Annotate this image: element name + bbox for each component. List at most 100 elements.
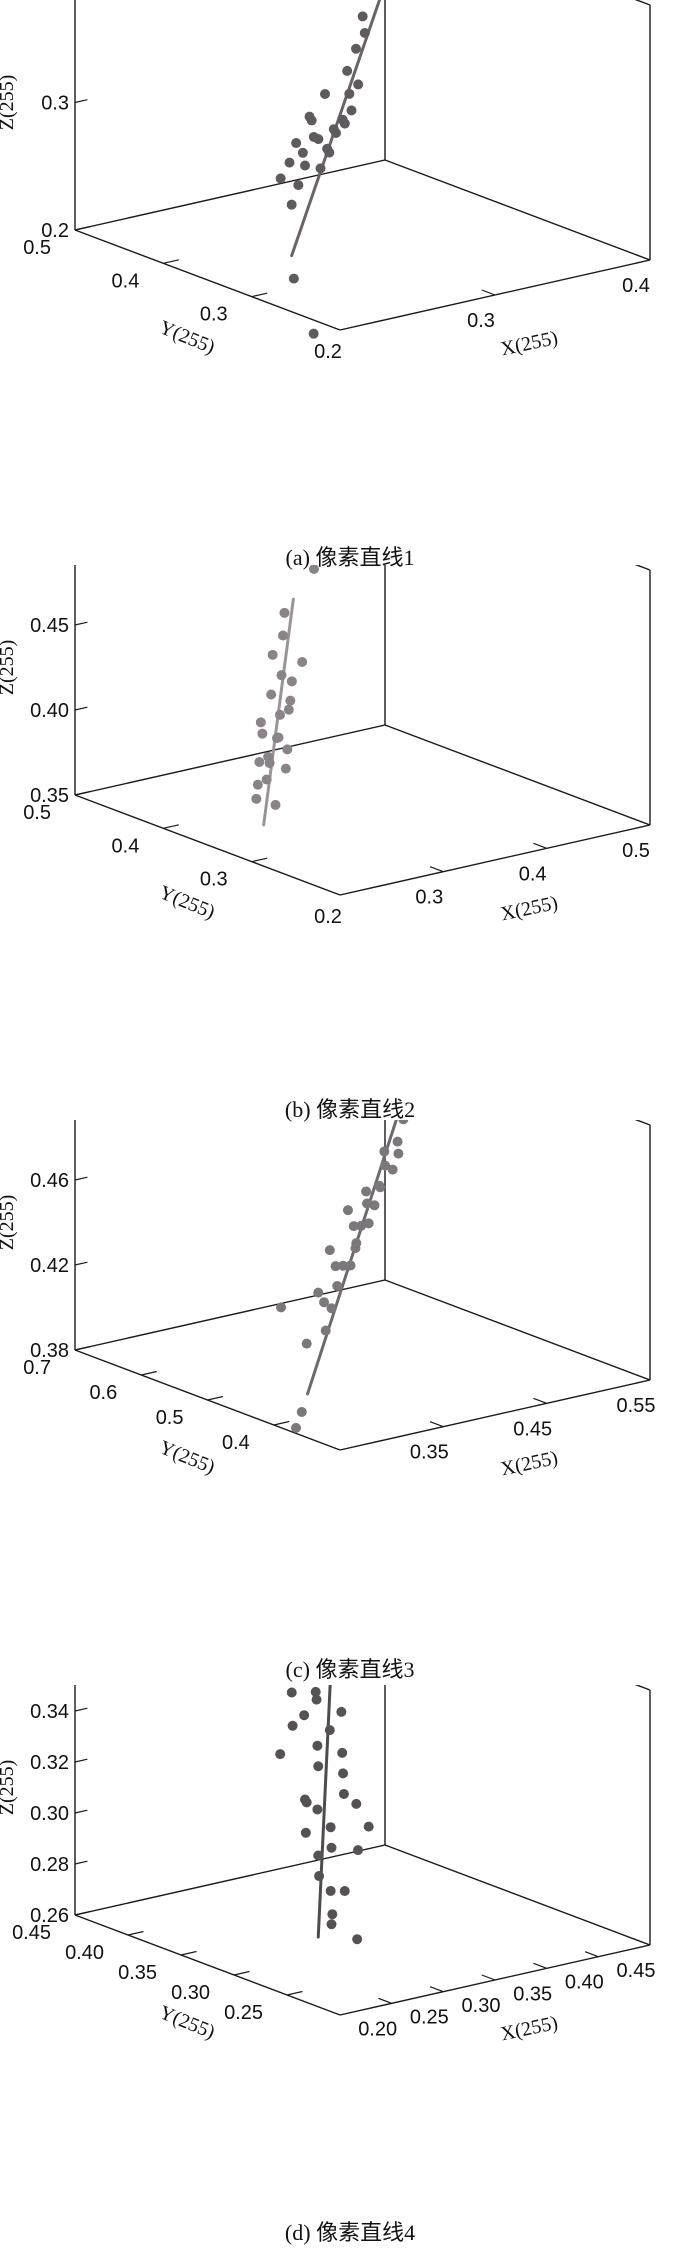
data-point bbox=[337, 1747, 348, 1758]
data-point bbox=[363, 1218, 374, 1229]
x-tick-label: 0.40 bbox=[565, 1972, 604, 1994]
x-tick-label: 0.20 bbox=[358, 2018, 397, 2040]
x-tick-label: 0.30 bbox=[462, 1995, 501, 2017]
y-tick-label: 0.5 bbox=[23, 237, 51, 259]
data-point bbox=[342, 1205, 353, 1216]
y-tick-mark bbox=[233, 1970, 250, 1976]
data-point bbox=[286, 199, 297, 210]
x-tick-mark bbox=[533, 1397, 547, 1404]
data-point bbox=[336, 1706, 347, 1717]
y-tick-label: 0.6 bbox=[89, 1382, 117, 1404]
y-tick-mark bbox=[163, 824, 179, 829]
x-tick-label: 0.55 bbox=[617, 1395, 656, 1417]
data-point bbox=[296, 1406, 307, 1417]
data-point bbox=[361, 1186, 372, 1197]
y-tick-label: 0.3 bbox=[200, 869, 228, 891]
y-tick-mark bbox=[273, 1420, 290, 1426]
z-tick-mark bbox=[74, 706, 88, 711]
z-axis-title: Z(255) bbox=[0, 640, 18, 696]
y-tick-mark bbox=[286, 1990, 303, 1996]
y-tick-label: 0.5 bbox=[156, 1407, 184, 1429]
y-axis-title: Y(255) bbox=[156, 1436, 218, 1478]
data-point bbox=[375, 1182, 386, 1193]
y-axis-title: Y(255) bbox=[156, 2001, 218, 2043]
data-point bbox=[255, 717, 266, 728]
data-point bbox=[339, 118, 350, 129]
x-tick-label: 0.3 bbox=[467, 310, 495, 332]
data-point bbox=[276, 670, 287, 681]
data-point bbox=[351, 1798, 362, 1809]
data-point bbox=[301, 1338, 312, 1349]
data-point bbox=[288, 273, 299, 284]
data-point bbox=[320, 89, 330, 99]
data-point bbox=[310, 1686, 321, 1697]
box-edge bbox=[74, 1279, 386, 1351]
data-point bbox=[363, 1821, 374, 1832]
z-tick-mark bbox=[74, 1176, 88, 1181]
data-point bbox=[275, 709, 285, 720]
z-tick-mark bbox=[74, 791, 88, 796]
data-point bbox=[254, 757, 265, 767]
x-tick-mark bbox=[429, 866, 444, 873]
data-point bbox=[304, 111, 315, 122]
data-point bbox=[319, 1297, 330, 1308]
box-edge bbox=[634, 0, 651, 6]
panel-a-caption: (a) 像素直线1 bbox=[285, 545, 415, 570]
fit-line bbox=[306, 1120, 398, 1396]
data-point bbox=[300, 160, 310, 171]
data-point bbox=[393, 1148, 404, 1159]
data-point bbox=[348, 1221, 359, 1232]
data-point bbox=[338, 1260, 349, 1271]
panel-c-chart: 0.350.450.550.40.50.60.70.380.420.460.50… bbox=[0, 1120, 656, 1481]
data-point bbox=[291, 138, 302, 149]
box-edge bbox=[634, 565, 651, 571]
panel-b-caption: (b) 像素直线2 bbox=[284, 1097, 416, 1122]
y-tick-mark bbox=[127, 1930, 144, 1936]
x-tick-mark bbox=[378, 1997, 392, 2004]
y-tick-label: 0.4 bbox=[112, 835, 140, 857]
data-point bbox=[353, 79, 364, 90]
data-point bbox=[325, 1885, 336, 1896]
z-tick-label: 0.42 bbox=[30, 1255, 69, 1277]
x-tick-label: 0.4 bbox=[519, 863, 547, 885]
data-point bbox=[380, 1160, 391, 1171]
z-tick-label: 0.30 bbox=[30, 1803, 69, 1825]
x-tick-mark bbox=[533, 1962, 547, 1969]
z-tick-label: 0.35 bbox=[30, 785, 69, 807]
data-point bbox=[308, 328, 319, 339]
z-tick-mark bbox=[74, 226, 88, 231]
x-tick-label: 0.45 bbox=[617, 1960, 656, 1982]
y-tick-label: 0.7 bbox=[23, 1357, 51, 1379]
data-point bbox=[270, 799, 281, 810]
box-edge bbox=[634, 1685, 651, 1691]
z-tick-label: 0.32 bbox=[30, 1752, 69, 1774]
data-point bbox=[346, 105, 357, 116]
box-edge bbox=[74, 159, 386, 231]
y-tick-label: 0.25 bbox=[224, 2002, 263, 2024]
data-point bbox=[280, 763, 291, 774]
data-point bbox=[309, 565, 319, 574]
data-point bbox=[267, 649, 278, 660]
data-point bbox=[313, 1850, 324, 1861]
box-edge bbox=[384, 724, 651, 826]
data-point bbox=[300, 1827, 311, 1838]
panel-d-chart: 0.20 0.25 0.30 0.35 0.40 0.45 0.25 0.30 0.35 0.40… bbox=[0, 1685, 656, 2045]
z-tick-label: 0.40 bbox=[30, 700, 69, 722]
x-tick-mark bbox=[481, 1974, 496, 1981]
data-point bbox=[315, 163, 326, 174]
data-point bbox=[369, 1200, 380, 1211]
box-edge bbox=[339, 824, 651, 896]
z-tick-mark bbox=[74, 1758, 88, 1763]
y-tick-mark bbox=[251, 857, 268, 863]
x-tick-label: 0.25 bbox=[410, 2007, 449, 2029]
data-point bbox=[261, 774, 272, 785]
z-tick-label: 0.2 bbox=[41, 220, 69, 242]
z-axis-title: Z(255) bbox=[0, 1195, 18, 1251]
data-point bbox=[301, 1797, 312, 1808]
data-point bbox=[362, 1198, 372, 1209]
data-point bbox=[342, 65, 353, 76]
data-point bbox=[326, 1842, 337, 1853]
x-axis-title: X(255) bbox=[499, 1447, 560, 1481]
data-point bbox=[313, 1287, 324, 1298]
